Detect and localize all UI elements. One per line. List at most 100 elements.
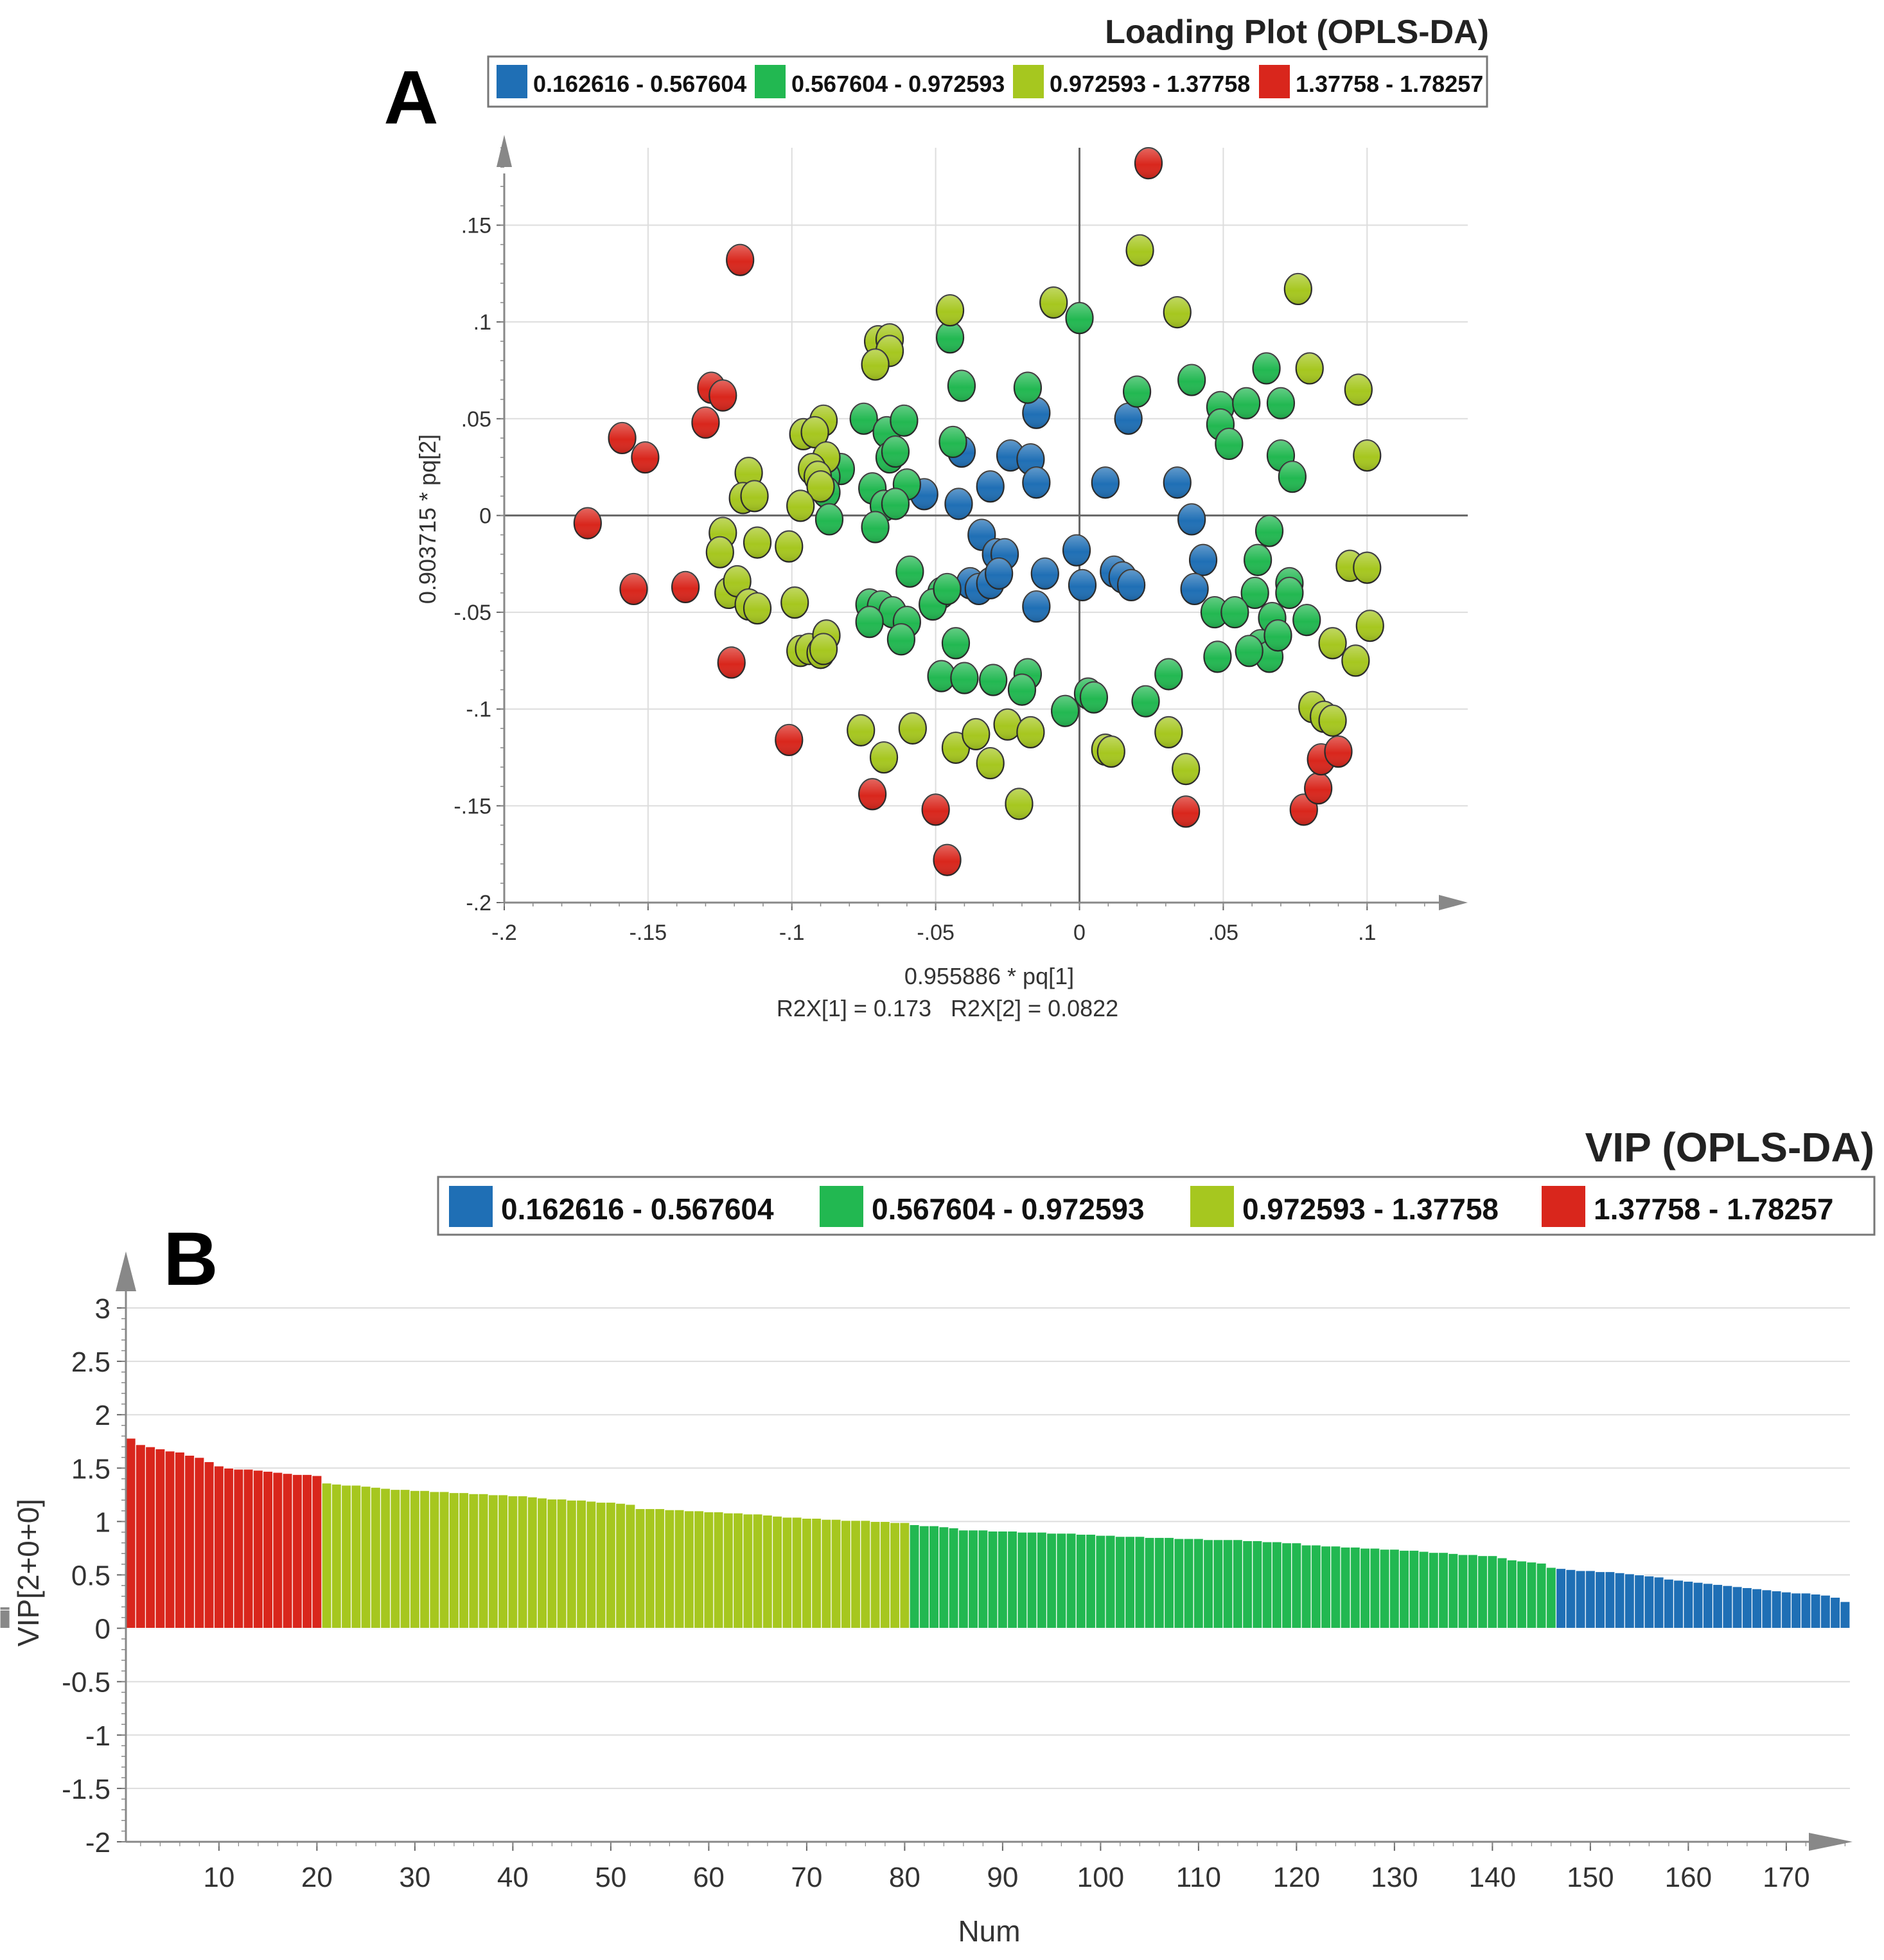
vip-bar — [1213, 1539, 1224, 1629]
vip-bar — [380, 1488, 391, 1629]
data-point-shade — [861, 349, 889, 380]
data-point — [1154, 716, 1183, 748]
vip-bar — [840, 1520, 852, 1629]
legend-frame — [487, 55, 1488, 108]
data-point — [855, 606, 884, 639]
data-point — [1065, 302, 1094, 335]
tick-label-y: .15 — [461, 214, 491, 238]
vip-bar — [262, 1470, 274, 1629]
vip-bar — [1790, 1593, 1802, 1629]
tick-label-y: 0 — [479, 504, 491, 528]
vip-bar — [889, 1522, 901, 1629]
panel-a-footnote: R2X[1] = 0.173 R2X[2] = 0.0822 — [777, 995, 1118, 1021]
vip-bar — [145, 1446, 156, 1629]
vip-bar — [899, 1522, 910, 1629]
data-point — [1005, 788, 1034, 820]
vip-bar — [1487, 1555, 1498, 1629]
data-point — [1117, 569, 1146, 601]
tick-label-y: .1 — [473, 310, 491, 335]
vip-bar — [1467, 1554, 1479, 1629]
tick-label-x: 90 — [987, 1862, 1018, 1893]
vip-bar — [997, 1530, 1008, 1629]
vip-bar — [1095, 1535, 1106, 1629]
vip-bar — [732, 1512, 744, 1629]
vip-bar — [1330, 1546, 1341, 1629]
data-point-shade — [1305, 773, 1332, 804]
data-point — [1134, 147, 1163, 180]
vip-bar — [752, 1514, 763, 1629]
y-axis-arrow — [497, 135, 512, 167]
panel-b: B VIP (OPLS-DA) 0.162616 - 0.567604 0.56… — [0, 1124, 1876, 1948]
vip-bar — [458, 1492, 470, 1629]
vip-bar — [978, 1530, 989, 1629]
vip-bar — [703, 1511, 714, 1629]
data-point-shade — [1040, 287, 1068, 319]
data-point-shade — [1163, 297, 1191, 328]
vip-bar — [879, 1521, 891, 1629]
data-point — [1030, 557, 1059, 590]
vip-bar — [1506, 1559, 1518, 1629]
tick-label-x: 0 — [1073, 921, 1086, 945]
data-point-shade — [631, 442, 659, 473]
vip-bar — [1036, 1532, 1048, 1629]
tick-label-x: 160 — [1665, 1862, 1712, 1893]
data-point-shade — [933, 844, 961, 876]
data-point-shade — [1319, 628, 1346, 659]
data-point — [1278, 461, 1307, 493]
data-point-shade — [937, 322, 964, 353]
data-point — [608, 421, 637, 455]
vip-bar — [1477, 1555, 1488, 1629]
vip-bar — [1369, 1548, 1380, 1629]
legend-label: 1.37758 - 1.78257 — [1296, 71, 1483, 97]
vip-bar — [1350, 1546, 1361, 1629]
data-point-shade — [807, 471, 834, 502]
vip-bar — [1605, 1571, 1615, 1629]
tick-label-x: 170 — [1763, 1862, 1809, 1893]
data-point-shade — [890, 405, 918, 436]
data-point — [1051, 694, 1080, 727]
vip-bar — [1174, 1538, 1184, 1629]
vip-bar — [351, 1485, 362, 1629]
data-point — [1275, 576, 1304, 610]
panel-a-legend: 0.162616 - 0.567604 0.567604 - 0.972593 … — [487, 55, 1488, 108]
data-point-shade — [1118, 569, 1145, 601]
data-point-shade — [1284, 273, 1312, 305]
legend-swatch — [755, 65, 786, 98]
data-point-shade — [1126, 234, 1154, 266]
data-point — [1154, 658, 1183, 691]
data-point-shade — [1344, 374, 1372, 405]
vip-bar — [1310, 1544, 1322, 1629]
vip-bar — [1066, 1533, 1077, 1629]
data-point-shade — [709, 380, 737, 411]
data-point-shade — [1080, 682, 1107, 713]
vip-bar — [605, 1501, 617, 1629]
vip-bar — [390, 1488, 401, 1629]
data-point-shade — [1155, 716, 1183, 748]
data-point-shade — [896, 556, 924, 587]
data-point — [1263, 619, 1292, 652]
data-point — [935, 294, 965, 327]
data-point — [947, 369, 976, 402]
data-point-shade — [856, 606, 883, 638]
data-point-shade — [1052, 695, 1079, 727]
tick-label-x: .1 — [1358, 921, 1376, 945]
legend-swatch — [1259, 65, 1290, 98]
vip-bar — [1741, 1587, 1753, 1629]
vip-bar — [693, 1510, 705, 1629]
vip-bar — [821, 1519, 832, 1629]
data-point-shade — [723, 565, 751, 597]
panel-b-axes — [116, 1251, 1853, 1851]
data-point-shade — [1023, 467, 1050, 499]
vip-bar — [0, 1609, 10, 1629]
data-point — [809, 633, 838, 666]
vip-bar — [625, 1504, 636, 1629]
data-point-shade — [1031, 558, 1059, 589]
vip-bar — [1428, 1551, 1439, 1629]
data-point-shade — [976, 748, 1004, 779]
vip-bar — [1800, 1593, 1811, 1629]
data-point-shade — [706, 536, 734, 568]
tick-label-x: .05 — [1208, 921, 1238, 945]
vip-bar — [1644, 1575, 1655, 1629]
vip-bar — [1497, 1557, 1508, 1629]
vip-bar — [1379, 1549, 1390, 1629]
